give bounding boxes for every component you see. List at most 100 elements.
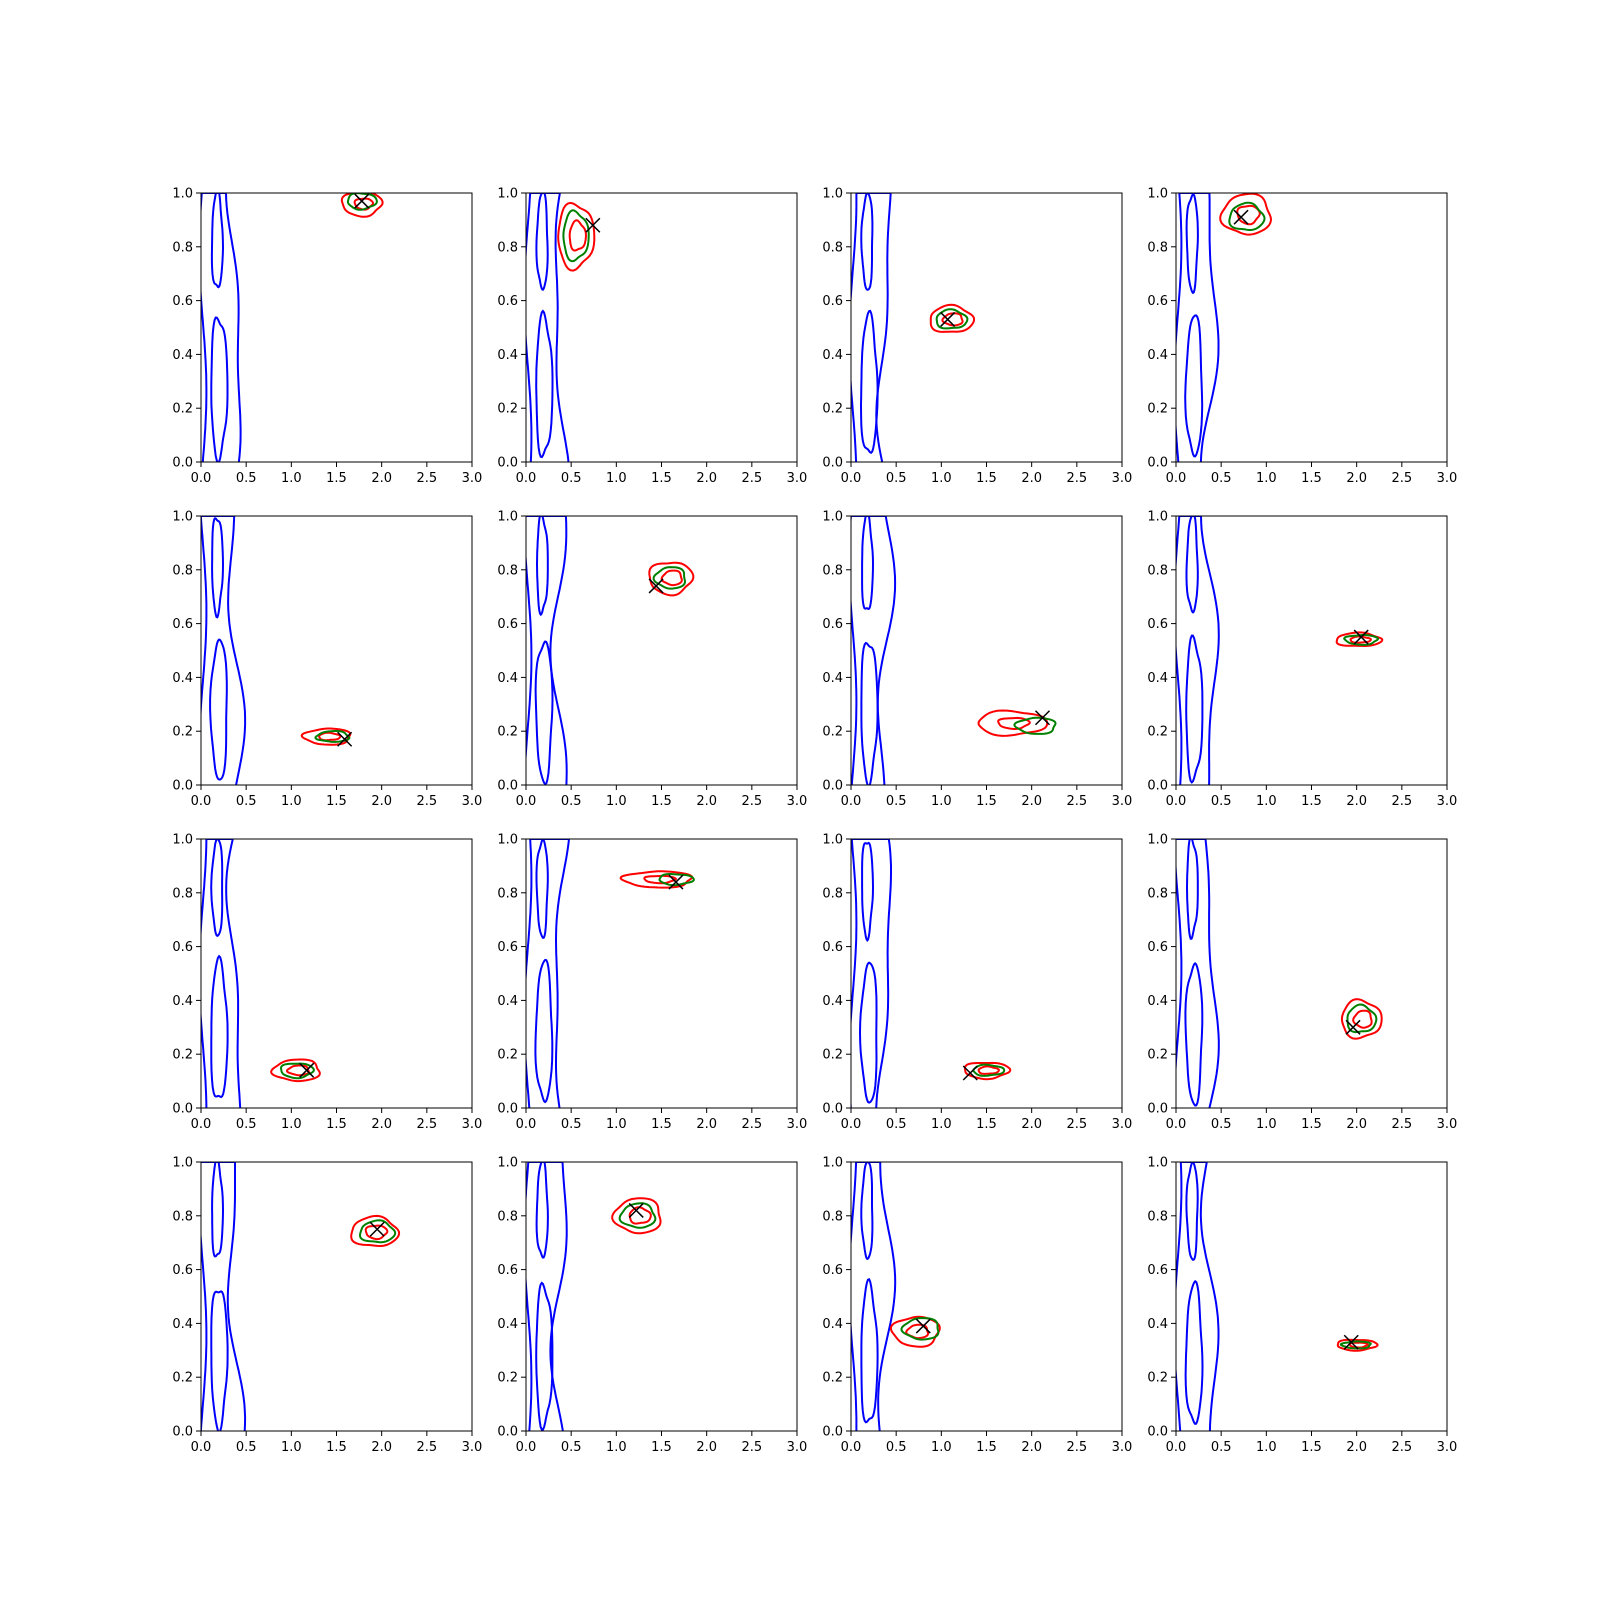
y-tick-label: 0.0 — [497, 779, 518, 794]
subplot-5: 0.0 0.5 1.0 1.5 2.0 2.5 3.0 0.0 0.2 0.4 0.6 0.8 1.0 — [172, 510, 482, 810]
x-tick-label: 2.0 — [1346, 1117, 1367, 1132]
blue-contour-inner — [209, 638, 228, 781]
y-tick-label: 0.8 — [497, 240, 518, 255]
red-contour-inner — [364, 1224, 389, 1241]
blue-contour-inner — [860, 641, 879, 785]
x-tick-label: 0.0 — [516, 1440, 537, 1455]
x-tick-label: 2.5 — [1391, 1440, 1412, 1455]
x-tick-label: 2.5 — [741, 471, 762, 486]
x-tick-label: 0.5 — [561, 1440, 582, 1455]
blue-contour-inner — [210, 954, 229, 1099]
x-tick-label: 0.5 — [1211, 1440, 1232, 1455]
x-tick-label: 1.0 — [606, 471, 627, 486]
x-tick-label: 0.5 — [1211, 794, 1232, 809]
y-tick-label: 0.4 — [497, 994, 518, 1009]
blue-contour-outer — [201, 193, 242, 462]
subplot-13: 0.0 0.5 1.0 1.5 2.0 2.5 3.0 0.0 0.2 0.4 0.6 0.8 1.0 — [172, 1156, 482, 1456]
red-contour-inner — [285, 1064, 310, 1077]
x-marker — [585, 217, 601, 233]
axes-frame — [850, 1161, 1123, 1432]
red-contour-inner — [660, 569, 683, 587]
blue-contour-inner — [861, 841, 875, 943]
y-tick-label: 0.6 — [172, 294, 193, 309]
blue-contour-inner — [1185, 516, 1199, 614]
x-tick-label: 1.5 — [651, 1117, 672, 1132]
blue-contour-inner — [535, 309, 554, 459]
y-tick-label: 0.0 — [172, 456, 193, 471]
x-tick-label: 0.0 — [841, 1117, 862, 1132]
x-marker — [1353, 629, 1369, 645]
blue-contour-inner — [210, 1290, 229, 1431]
subplot-16: 0.0 0.5 1.0 1.5 2.0 2.5 3.0 0.0 0.2 0.4 0.6 0.8 1.0 — [1147, 1156, 1457, 1456]
x-tick-label: 2.0 — [1021, 1440, 1042, 1455]
green-contour — [358, 1219, 397, 1244]
y-tick-label: 0.6 — [822, 617, 843, 632]
subplot-11: 0.0 0.5 1.0 1.5 2.0 2.5 3.0 0.0 0.2 0.4 0.6 0.8 1.0 — [822, 833, 1132, 1133]
blue-contour-outer — [1176, 1162, 1220, 1431]
x-tick-label: 2.5 — [416, 1440, 437, 1455]
subplot-6: 0.0 0.5 1.0 1.5 2.0 2.5 3.0 0.0 0.2 0.4 0.6 0.8 1.0 — [497, 510, 807, 810]
x-tick-label: 1.5 — [976, 1440, 997, 1455]
y-tick-label: 0.4 — [822, 671, 843, 686]
y-tick-label: 0.2 — [822, 1048, 843, 1063]
subplot-12: 0.0 0.5 1.0 1.5 2.0 2.5 3.0 0.0 0.2 0.4 0.6 0.8 1.0 — [1147, 833, 1457, 1133]
green-contour — [900, 1316, 940, 1341]
y-tick-label: 0.6 — [172, 1263, 193, 1278]
y-tick-label: 0.8 — [172, 886, 193, 901]
x-tick-label: 2.5 — [1391, 471, 1412, 486]
blue-contour-inner — [1184, 962, 1204, 1107]
y-tick-label: 0.0 — [172, 779, 193, 794]
x-tick-label: 1.0 — [606, 1117, 627, 1132]
red-contour-outer — [1219, 193, 1273, 236]
red-contour-outer — [611, 1197, 662, 1235]
x-tick-label: 1.0 — [931, 1440, 952, 1455]
blue-contour-inner — [860, 193, 874, 291]
red-contour-inner — [353, 197, 375, 211]
x-tick-label: 3.0 — [462, 1117, 483, 1132]
axes-frame — [200, 838, 473, 1109]
subplot-7: 0.0 0.5 1.0 1.5 2.0 2.5 3.0 0.0 0.2 0.4 0.6 0.8 1.0 — [822, 510, 1132, 810]
x-tick-label: 1.5 — [976, 1117, 997, 1132]
y-tick-label: 0.2 — [172, 402, 193, 417]
x-tick-label: 3.0 — [1437, 1117, 1458, 1132]
y-tick-label: 0.2 — [497, 1048, 518, 1063]
subplot-14: 0.0 0.5 1.0 1.5 2.0 2.5 3.0 0.0 0.2 0.4 0.6 0.8 1.0 — [497, 1156, 807, 1456]
y-tick-label: 0.4 — [497, 671, 518, 686]
y-tick-label: 0.0 — [1147, 1425, 1168, 1440]
x-tick-label: 2.0 — [371, 1440, 392, 1455]
y-tick-label: 1.0 — [172, 187, 193, 202]
subplot-3: 0.0 0.5 1.0 1.5 2.0 2.5 3.0 0.0 0.2 0.4 0.6 0.8 1.0 — [822, 187, 1132, 487]
plot-area — [526, 1162, 662, 1431]
blue-contour-outer — [851, 839, 892, 1108]
subplot-15: 0.0 0.5 1.0 1.5 2.0 2.5 3.0 0.0 0.2 0.4 0.6 0.8 1.0 — [822, 1156, 1132, 1456]
y-tick-label: 0.8 — [172, 1209, 193, 1224]
y-tick-label: 1.0 — [172, 1156, 193, 1171]
x-tick-label: 3.0 — [1437, 794, 1458, 809]
subplot-4: 0.0 0.5 1.0 1.5 2.0 2.5 3.0 0.0 0.2 0.4 0.6 0.8 1.0 — [1147, 187, 1457, 487]
x-tick-label: 2.0 — [1021, 1117, 1042, 1132]
red-contour-inner — [1352, 1009, 1373, 1029]
y-tick-label: 0.6 — [1147, 617, 1168, 632]
red-contour-outer — [1336, 1338, 1379, 1352]
y-tick-label: 0.8 — [822, 886, 843, 901]
x-tick-label: 2.5 — [741, 1440, 762, 1455]
x-tick-label: 1.0 — [1256, 1117, 1277, 1132]
y-tick-label: 0.2 — [1147, 1048, 1168, 1063]
plot-area — [851, 516, 1057, 785]
y-tick-label: 0.4 — [172, 1317, 193, 1332]
y-tick-label: 1.0 — [822, 510, 843, 525]
x-tick-label: 2.5 — [1066, 1440, 1087, 1455]
x-tick-label: 1.0 — [606, 794, 627, 809]
green-contour — [314, 730, 351, 743]
plot-area — [201, 516, 353, 785]
y-tick-label: 0.4 — [172, 671, 193, 686]
x-tick-label: 1.5 — [326, 1117, 347, 1132]
blue-contour-inner — [535, 1281, 554, 1431]
y-tick-label: 0.4 — [497, 1317, 518, 1332]
blue-contour-inner — [534, 640, 554, 785]
x-marker — [1345, 1019, 1361, 1035]
y-tick-label: 0.4 — [1147, 671, 1168, 686]
x-marker — [628, 1202, 644, 1218]
x-tick-label: 0.0 — [841, 471, 862, 486]
